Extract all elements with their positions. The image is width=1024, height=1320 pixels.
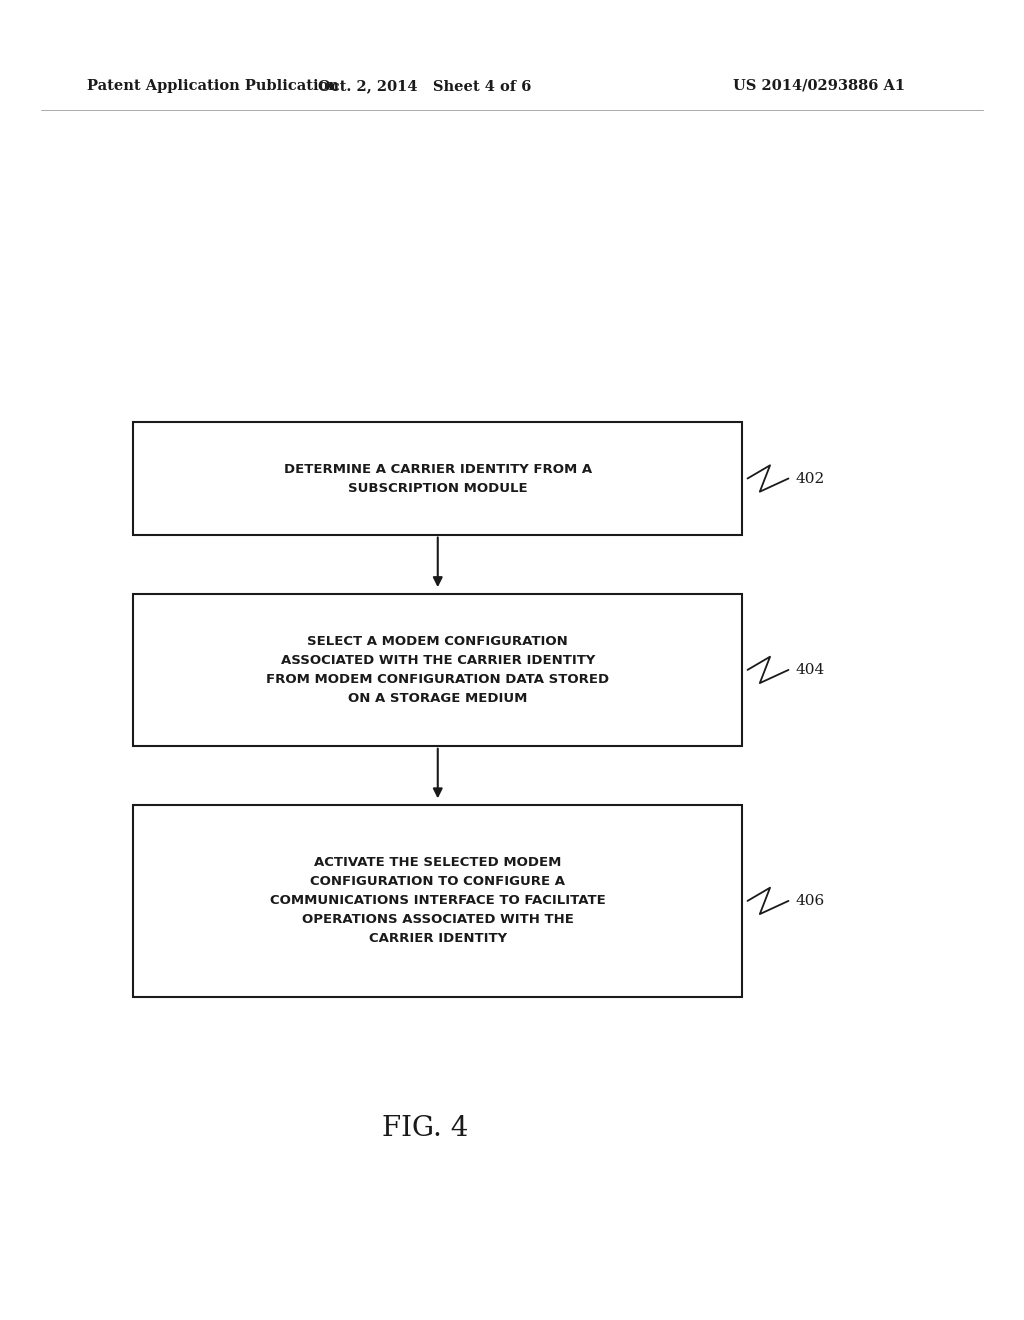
Text: 404: 404 (796, 663, 825, 677)
Text: Oct. 2, 2014   Sheet 4 of 6: Oct. 2, 2014 Sheet 4 of 6 (318, 79, 531, 92)
Text: 402: 402 (796, 471, 825, 486)
Bar (133, 805, 742, 997)
Text: ACTIVATE THE SELECTED MODEM
CONFIGURATION TO CONFIGURE A
COMMUNICATIONS INTERFAC: ACTIVATE THE SELECTED MODEM CONFIGURATIO… (270, 857, 605, 945)
Bar (133, 594, 742, 746)
Text: DETERMINE A CARRIER IDENTITY FROM A
SUBSCRIPTION MODULE: DETERMINE A CARRIER IDENTITY FROM A SUBS… (284, 462, 592, 495)
Text: 406: 406 (796, 894, 825, 908)
Bar (133, 422, 742, 535)
Text: US 2014/0293886 A1: US 2014/0293886 A1 (733, 79, 905, 92)
Text: Patent Application Publication: Patent Application Publication (87, 79, 339, 92)
Text: SELECT A MODEM CONFIGURATION
ASSOCIATED WITH THE CARRIER IDENTITY
FROM MODEM CON: SELECT A MODEM CONFIGURATION ASSOCIATED … (266, 635, 609, 705)
Text: FIG. 4: FIG. 4 (382, 1115, 468, 1142)
